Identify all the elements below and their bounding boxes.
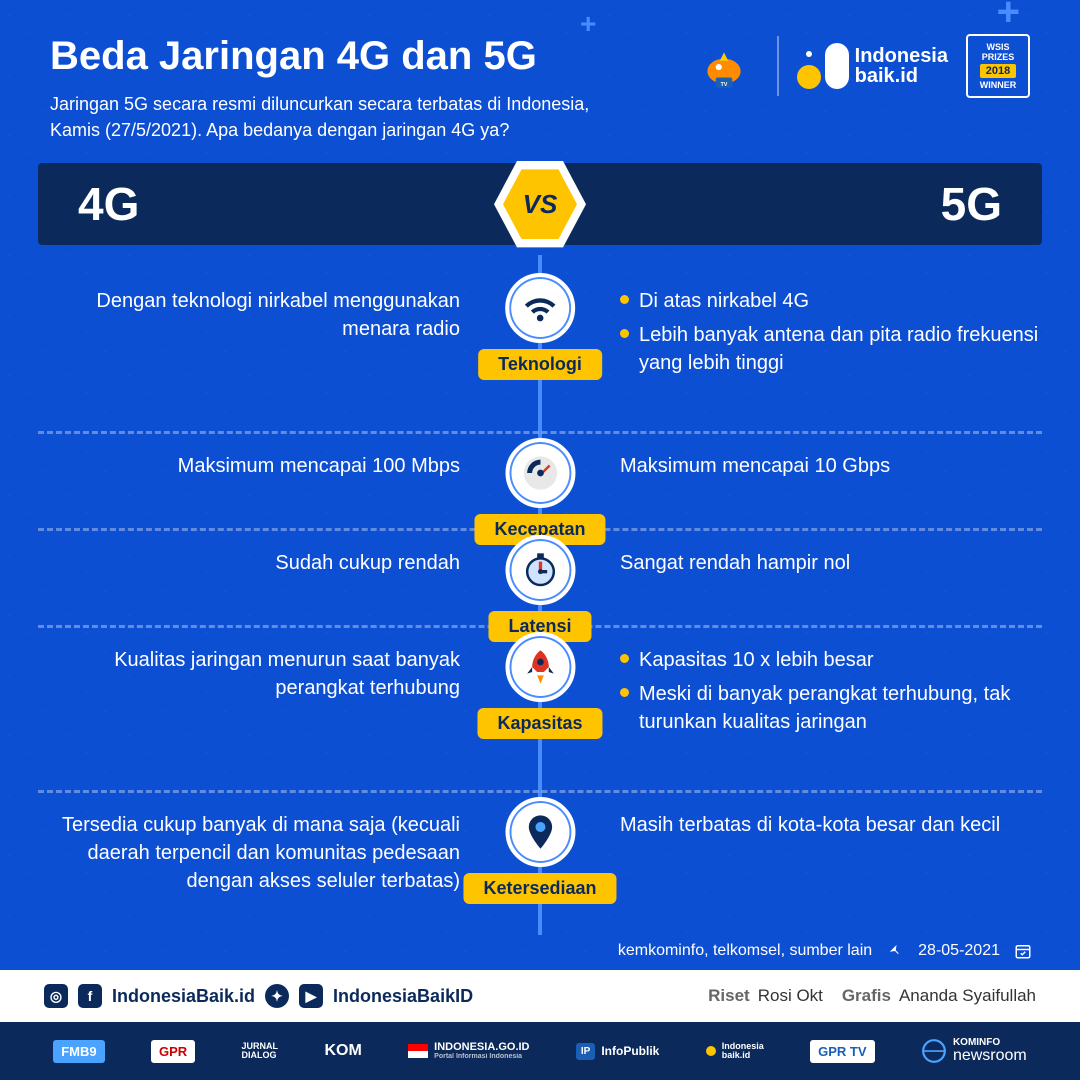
category-badge: Latensi	[488, 535, 591, 642]
source-date: 28-05-2021	[918, 942, 1000, 960]
footer-logo: KOM	[324, 1042, 361, 1060]
svg-text:TV: TV	[720, 82, 727, 88]
bullet-dot	[620, 295, 629, 304]
comparison-row: Kualitas jaringan menurun saat banyak pe…	[38, 628, 1042, 793]
twitter-icon: ✦	[265, 984, 289, 1008]
source-text: kemkominfo, telkomsel, sumber lain	[618, 942, 872, 960]
bullet-point: Lebih banyak antena dan pita radio freku…	[620, 321, 1042, 377]
vs-band: 4G 5G VS	[38, 163, 1042, 245]
category-label: Ketersediaan	[463, 873, 616, 904]
logo-text: baik.id	[855, 66, 948, 86]
pin-icon	[886, 942, 904, 960]
indonesiabaik-logo: Indonesiabaik.id	[797, 43, 948, 89]
bullet-point: Kapasitas 10 x lebih besar	[620, 646, 1042, 674]
comparison-row: Tersedia cukup banyak di mana saja (kecu…	[38, 793, 1042, 943]
bullet-dot	[620, 654, 629, 663]
tv-digital-logo: TV	[689, 36, 759, 96]
header: Beda Jaringan 4G dan 5G Jaringan 5G seca…	[0, 0, 1080, 163]
point-text: Sudah cukup rendah	[38, 549, 460, 577]
footer-logo: INDONESIA.GO.IDPortal Informasi Indonesi…	[408, 1042, 529, 1060]
category-badge: Teknologi	[478, 273, 602, 380]
point-text: Di atas nirkabel 4G	[639, 287, 809, 315]
credit-names: RisetRosi Okt GrafisAnanda Syaifullah	[708, 986, 1036, 1006]
point-text: Kapasitas 10 x lebih besar	[639, 646, 874, 674]
rocket-icon	[505, 632, 575, 702]
stopwatch-icon	[505, 535, 575, 605]
point-text: Sangat rendah hampir nol	[620, 549, 1042, 577]
wifi-icon	[505, 273, 575, 343]
point-text: Kualitas jaringan menurun saat banyak pe…	[38, 646, 460, 702]
divider	[777, 36, 779, 96]
bullet-dot	[620, 329, 629, 338]
footer-logo: FMB9	[53, 1040, 104, 1063]
logo-text: Indonesia	[855, 46, 948, 66]
comparison-rows: Dengan teknologi nirkabel menggunakan me…	[38, 269, 1042, 943]
point-text: Masih terbatas di kota-kota besar dan ke…	[620, 811, 1042, 839]
footer-logo: GPR TV	[810, 1040, 874, 1063]
source-line: kemkominfo, telkomsel, sumber lain 28-05…	[618, 942, 1032, 960]
credits-bar: ◎ f IndonesiaBaik.id ✦ ▶ IndonesiaBaikID…	[0, 970, 1080, 1022]
footer-logo: KOMINFOnewsroom	[921, 1038, 1027, 1064]
vs-badge: VS	[494, 158, 586, 250]
col-5g: Sangat rendah hampir nol	[540, 549, 1042, 577]
vs-left: 4G	[38, 163, 540, 245]
col-5g: Maksimum mencapai 10 Gbps	[540, 452, 1042, 480]
footer-logo: GPR	[151, 1040, 195, 1063]
calendar-icon	[1014, 942, 1032, 960]
comparison-row: Maksimum mencapai 100 Mbps Maksimum menca…	[38, 434, 1042, 531]
col-4g: Dengan teknologi nirkabel menggunakan me…	[38, 287, 540, 343]
col-4g: Maksimum mencapai 100 Mbps	[38, 452, 540, 480]
comparison-row: Dengan teknologi nirkabel menggunakan me…	[38, 269, 1042, 434]
category-badge: Kecepatan	[474, 438, 605, 545]
footer-logo: JURNALDIALOG	[242, 1042, 279, 1060]
comparison-row: Sudah cukup rendah Sangat rendah hampir n…	[38, 531, 1042, 628]
vs-right: 5G	[540, 163, 1042, 245]
bullet-point: Meski di banyak perangkat terhubung, tak…	[620, 680, 1042, 736]
footer-logos: FMB9 GPR JURNALDIALOG KOM INDONESIA.GO.I…	[0, 1022, 1080, 1080]
point-text: Meski di banyak perangkat terhubung, tak…	[639, 680, 1042, 736]
point-text: Tersedia cukup banyak di mana saja (kecu…	[38, 811, 460, 895]
col-5g: Kapasitas 10 x lebih besar Meski di banya…	[540, 646, 1042, 742]
col-4g: Sudah cukup rendah	[38, 549, 540, 577]
point-text: Dengan teknologi nirkabel menggunakan me…	[38, 287, 460, 343]
header-logos: TV Indonesiabaik.id WSIS PRIZES 2018 WIN…	[689, 34, 1030, 98]
page-subtitle: Jaringan 5G secara resmi diluncurkan sec…	[50, 91, 610, 143]
youtube-icon: ▶	[299, 984, 323, 1008]
handle-text: IndonesiaBaikID	[333, 986, 473, 1007]
wsis-badge: WSIS PRIZES 2018 WINNER	[966, 34, 1030, 98]
category-label: Kapasitas	[477, 708, 602, 739]
point-text: Maksimum mencapai 10 Gbps	[620, 452, 1042, 480]
bullet-dot	[620, 688, 629, 697]
point-text: Lebih banyak antena dan pita radio freku…	[639, 321, 1042, 377]
pin-icon	[505, 797, 575, 867]
footer-logo: IPInfoPublik	[576, 1043, 659, 1060]
point-text: Maksimum mencapai 100 Mbps	[38, 452, 460, 480]
instagram-icon: ◎	[44, 984, 68, 1008]
gauge-icon	[505, 438, 575, 508]
col-4g: Kualitas jaringan menurun saat banyak pe…	[38, 646, 540, 702]
social-handles: ◎ f IndonesiaBaik.id ✦ ▶ IndonesiaBaikID	[44, 984, 473, 1008]
bullet-point: Di atas nirkabel 4G	[620, 287, 1042, 315]
category-badge: Kapasitas	[477, 632, 602, 739]
category-label: Teknologi	[478, 349, 602, 380]
col-5g: Di atas nirkabel 4G Lebih banyak antena d…	[540, 287, 1042, 383]
footer-logo: Indonesiabaik.id	[706, 1042, 764, 1060]
handle-text: IndonesiaBaik.id	[112, 986, 255, 1007]
facebook-icon: f	[78, 984, 102, 1008]
category-badge: Ketersediaan	[463, 797, 616, 904]
